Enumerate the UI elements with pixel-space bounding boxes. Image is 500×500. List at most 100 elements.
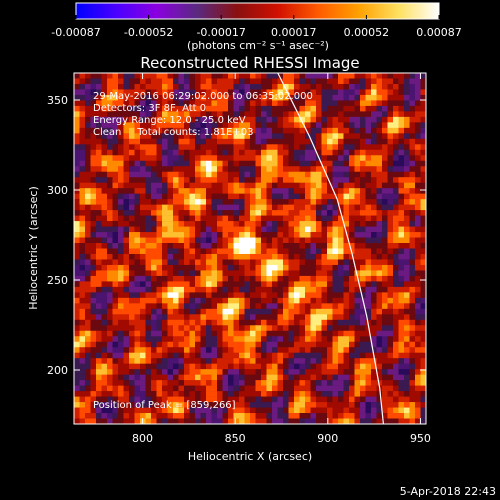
heatmap-cell [107, 160, 113, 167]
heatmap-cell [332, 248, 339, 255]
heatmap-cell [387, 319, 394, 326]
heatmap-cell [156, 215, 163, 222]
heatmap-cell [178, 336, 185, 343]
heatmap-cell [327, 100, 333, 107]
heatmap-cell [382, 248, 388, 255]
heatmap-cell [123, 94, 130, 101]
heatmap-cell [272, 275, 278, 282]
heatmap-cell [387, 215, 394, 222]
heatmap-cell [118, 275, 124, 282]
heatmap-cell [288, 116, 295, 123]
heatmap-cell [134, 286, 141, 293]
heatmap-cell [404, 297, 410, 304]
heatmap-cell [79, 308, 86, 315]
heatmap-cell [239, 221, 245, 227]
heatmap-cell [85, 138, 91, 145]
heatmap-cell [189, 111, 196, 118]
heatmap-cell [261, 78, 267, 85]
heatmap-cell [123, 166, 130, 173]
heatmap-cell [244, 73, 251, 79]
heatmap-cell [404, 270, 410, 277]
heatmap-cell [239, 100, 245, 107]
heatmap-cell [96, 281, 102, 288]
heatmap-cell [387, 243, 394, 249]
heatmap-cell [195, 319, 201, 326]
heatmap-cell [145, 182, 152, 189]
heatmap-cell [90, 358, 97, 364]
heatmap-cell [145, 188, 152, 194]
heatmap-cell [134, 275, 141, 282]
heatmap-cell [349, 402, 355, 408]
heatmap-cell [327, 73, 333, 79]
heatmap-cell [277, 127, 284, 134]
heatmap-cell [305, 413, 311, 419]
heatmap-cell [244, 264, 251, 271]
heatmap-cell [233, 89, 240, 96]
heatmap-cell [206, 138, 212, 145]
heatmap-cell [288, 352, 295, 359]
heatmap-cell [420, 253, 426, 260]
heatmap-cell [162, 94, 168, 101]
heatmap-cell [316, 281, 322, 288]
heatmap-cell [206, 215, 212, 222]
heatmap-cell [420, 83, 426, 90]
heatmap-cell [250, 325, 256, 332]
heatmap-cell [244, 402, 251, 408]
heatmap-cell [332, 226, 339, 233]
heatmap-cell [140, 253, 146, 260]
heatmap-cell [398, 380, 405, 386]
heatmap-cell [343, 341, 350, 348]
heatmap-cell [178, 286, 185, 293]
heatmap-cell [316, 314, 322, 321]
heatmap-cell [382, 319, 388, 326]
heatmap-cell [354, 303, 361, 310]
heatmap-cell [261, 138, 267, 145]
heatmap-cell [96, 330, 102, 337]
heatmap-cell [151, 358, 157, 364]
heatmap-cell [261, 100, 267, 107]
heatmap-cell [151, 199, 157, 205]
heatmap-cell [305, 341, 311, 348]
heatmap-cell [338, 303, 344, 310]
heatmap-cell [195, 199, 201, 205]
heatmap-cell [90, 122, 97, 129]
heatmap-cell [145, 270, 152, 277]
heatmap-cell [228, 363, 234, 370]
heatmap-cell [327, 160, 333, 167]
heatmap-cell [178, 297, 185, 304]
heatmap-cell [228, 78, 234, 85]
heatmap-cell [266, 248, 273, 255]
heatmap-cell [277, 374, 284, 381]
heatmap-cell [310, 116, 317, 123]
heatmap-cell [74, 270, 80, 277]
heatmap-cell [189, 226, 196, 233]
heatmap-cell [244, 363, 251, 370]
heatmap-cell [195, 358, 201, 364]
heatmap-cell [162, 144, 168, 151]
heatmap-cell [140, 160, 146, 167]
heatmap-cell [343, 347, 350, 353]
heatmap-cell [96, 122, 102, 129]
heatmap-cell [321, 319, 328, 326]
heatmap-cell [184, 89, 190, 96]
heatmap-cell [338, 122, 344, 129]
heatmap-cell [250, 319, 256, 326]
heatmap-cell [79, 94, 86, 101]
heatmap-cell [382, 413, 388, 419]
heatmap-cell [294, 221, 300, 227]
heatmap-cell [404, 73, 410, 79]
heatmap-cell [206, 385, 212, 392]
heatmap-cell [294, 297, 300, 304]
heatmap-cell [294, 73, 300, 79]
heatmap-cell [90, 281, 97, 288]
heatmap-cell [195, 144, 201, 151]
heatmap-cell [382, 155, 388, 162]
heatmap-cell [305, 418, 311, 424]
heatmap-cell [420, 226, 426, 233]
heatmap-cell [393, 122, 399, 129]
heatmap-cell [299, 182, 306, 189]
heatmap-cell [134, 325, 141, 332]
heatmap-cell [382, 138, 388, 145]
heatmap-cell [200, 396, 207, 403]
heatmap-cell [288, 215, 295, 222]
